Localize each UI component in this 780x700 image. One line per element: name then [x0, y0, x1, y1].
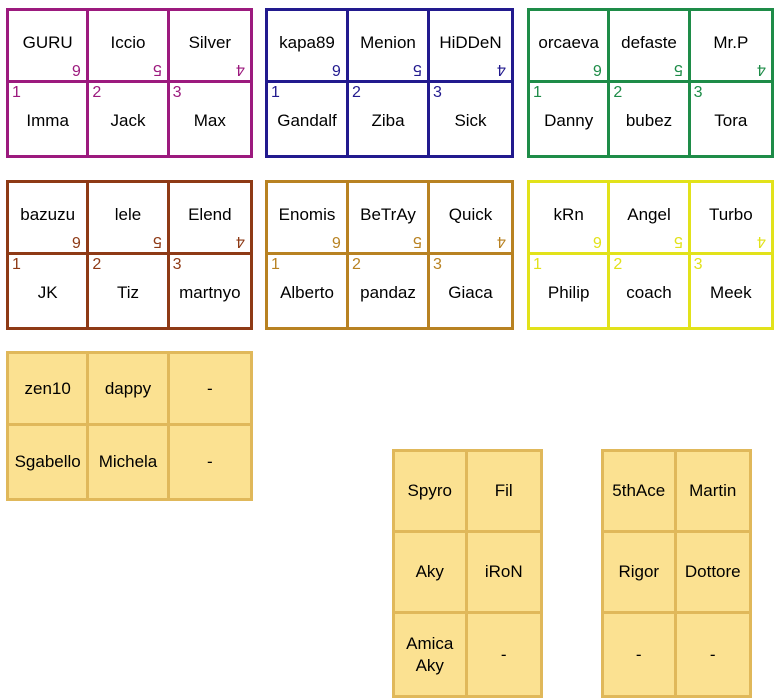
- player-cell: 2 Jack: [89, 83, 170, 155]
- pick-number: 2: [92, 84, 102, 101]
- reserve-cell: -: [206, 452, 213, 471]
- player-cell: defaste 5: [610, 11, 691, 83]
- pick-number: 1: [12, 256, 21, 273]
- pick-number: 3: [433, 84, 442, 101]
- player-cell: Enomis 6: [268, 183, 349, 255]
- reserve-cell: Aky: [395, 533, 468, 614]
- player-cell: 1 Danny: [530, 83, 611, 155]
- pick-number: 2: [352, 256, 361, 273]
- pick-number: 1: [533, 256, 542, 273]
- player-cell: kapa89 6: [268, 11, 349, 83]
- player-cell: Quick 4: [430, 183, 511, 255]
- seed-number: 5: [152, 233, 162, 250]
- team-table-brown: bazuzu 6 lele 5 Elend 4 1 JK 2 Tiz 3 martnyo: [6, 180, 253, 330]
- reserve-cell: Dottore: [676, 533, 749, 614]
- player-cell: bazuzu 6: [9, 183, 90, 255]
- seed-number: 6: [593, 61, 603, 78]
- player-cell: 2 bubez: [610, 83, 691, 155]
- pick-number: 2: [92, 256, 102, 273]
- seed-number: 4: [757, 61, 766, 78]
- team-table-navy: kapa89 6 Menion 5 HiDDeN 4 1 Gandalf 2 Ziba 3…: [265, 8, 514, 158]
- seed-number: 5: [673, 61, 683, 78]
- seed-number: 6: [72, 61, 82, 78]
- player-cell: 3 Tora: [693, 84, 748, 130]
- player-cell: kRn 6: [530, 183, 611, 255]
- player-cell: Turbo 4: [690, 183, 771, 255]
- seed-number: 5: [152, 61, 162, 78]
- reserve-box-middle: Spyro Fil Aky iRoN Amica Aky -: [392, 449, 543, 698]
- reserve-cell: iRoN: [467, 533, 540, 614]
- pick-number: 1: [533, 84, 542, 101]
- pick-number: 1: [271, 256, 280, 273]
- player-cell: 1 Gandalf: [268, 83, 349, 155]
- team-table-purple: GURU 6 Iccio 5 Silver 4 1 Imma 2 Jack 3 Max: [6, 8, 253, 158]
- seed-number: 5: [673, 233, 683, 250]
- seed-number: 6: [332, 61, 341, 78]
- player-cell: BeTrAy 5: [349, 183, 430, 255]
- seed-number: 4: [757, 233, 766, 250]
- seed-number: 4: [497, 61, 506, 78]
- seed-number: 5: [413, 61, 422, 78]
- reserve-cell: -: [709, 644, 716, 664]
- pick-number: 2: [613, 256, 623, 273]
- seed-number: 4: [236, 61, 245, 78]
- player-cell: Silver 4: [169, 11, 250, 83]
- player-cell: 1 Alberto: [268, 255, 349, 327]
- pick-number: 3: [433, 256, 442, 273]
- player-cell: 3 Sick: [433, 84, 487, 130]
- player-cell: 3 Max: [172, 84, 226, 130]
- team-table-gold: Enomis 6 BeTrAy 5 Quick 4 1 Alberto 2 pandaz …: [265, 180, 514, 330]
- player-cell: Elend 4: [169, 183, 250, 255]
- reserve-cell: Martin: [676, 452, 749, 533]
- team-table-yellow: kRn 6 Angel 5 Turbo 4 1 Philip 2 coach 3 Meek: [527, 180, 774, 330]
- reserve-cell: Michela: [89, 426, 170, 498]
- player-cell: orcaeva 6: [530, 11, 611, 83]
- reserve-cell: dappy: [89, 354, 170, 426]
- reserve-cell: Spyro: [395, 452, 468, 533]
- player-cell: lele 5: [89, 183, 170, 255]
- player-cell: 2 Tiz: [89, 255, 170, 327]
- player-cell: Mr.P 4: [690, 11, 771, 83]
- reserve-cell: Sgabello: [9, 426, 90, 498]
- reserve-box-left: zen10 dappy - Sgabello Michela -: [6, 351, 253, 501]
- pick-number: 3: [172, 256, 182, 273]
- pick-number: 3: [693, 256, 703, 273]
- reserve-cell: -: [169, 354, 250, 426]
- pick-number: 3: [693, 84, 703, 101]
- seed-number: 6: [593, 233, 603, 250]
- pick-number: 3: [172, 84, 182, 101]
- player-cell: 2 Ziba: [349, 83, 430, 155]
- reserve-cell: zen10: [9, 354, 90, 426]
- seed-number: 4: [236, 233, 245, 250]
- player-cell: 1 Imma: [9, 83, 90, 155]
- reserve-cell: Fil: [467, 452, 540, 533]
- seed-number: 5: [413, 233, 422, 250]
- player-cell: 2 pandaz: [349, 255, 430, 327]
- player-cell: Angel 5: [610, 183, 691, 255]
- reserve-cell: -: [604, 614, 677, 695]
- seed-number: 6: [72, 233, 82, 250]
- player-cell: 1 Philip: [530, 255, 611, 327]
- pick-number: 1: [12, 84, 21, 101]
- pick-number: 1: [271, 84, 280, 101]
- player-cell: HiDDeN 4: [430, 11, 511, 83]
- player-cell: 2 coach: [610, 255, 691, 327]
- reserve-box-right: 5thAce Martin Rigor Dottore - -: [601, 449, 752, 698]
- seed-number: 6: [332, 233, 341, 250]
- reserve-cell: Rigor: [604, 533, 677, 614]
- player-cell: 3 Meek: [693, 256, 752, 302]
- player-cell: GURU 6: [9, 11, 90, 83]
- player-cell: Iccio 5: [89, 11, 170, 83]
- pick-number: 2: [352, 84, 361, 101]
- player-cell: Menion 5: [349, 11, 430, 83]
- player-cell: 1 JK: [9, 255, 90, 327]
- pick-number: 2: [613, 84, 623, 101]
- reserve-cell: -: [500, 644, 507, 664]
- reserve-cell: Amica Aky: [395, 614, 468, 695]
- player-cell: 3 martnyo: [172, 256, 241, 302]
- reserve-cell: 5thAce: [604, 452, 677, 533]
- seed-number: 4: [497, 233, 506, 250]
- player-cell: 3 Giaca: [433, 256, 493, 302]
